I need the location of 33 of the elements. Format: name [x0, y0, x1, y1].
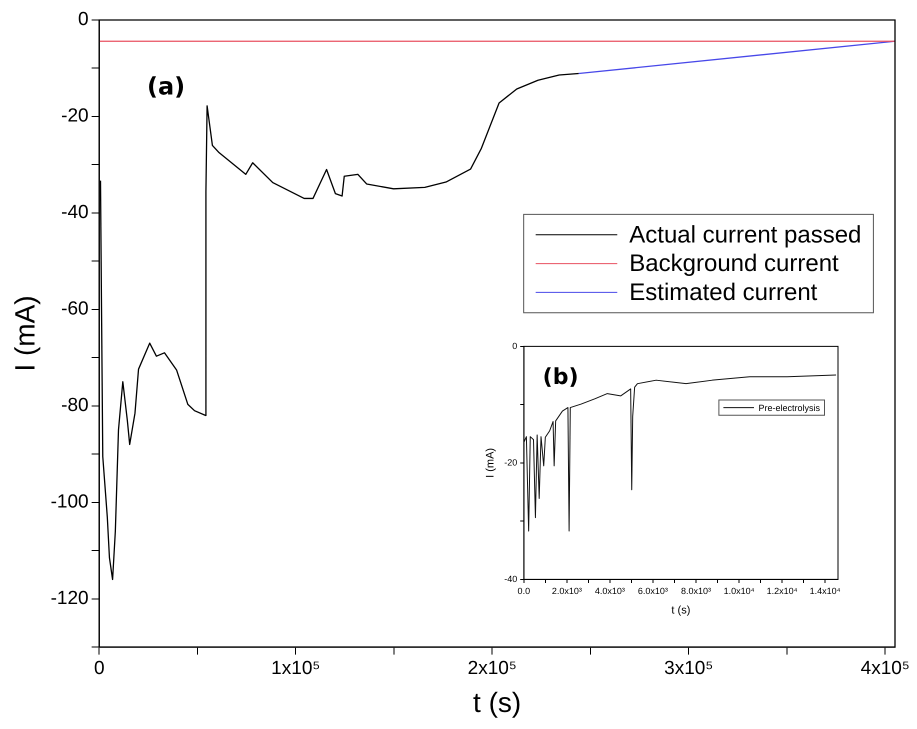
y-tick-label: 0 — [78, 9, 89, 30]
y-axis-title: I (mA) — [484, 448, 497, 478]
annotation: (a) — [146, 72, 186, 101]
y-tick-label: -40 — [504, 574, 518, 584]
x-tick-label: 1.0x10⁴ — [724, 586, 755, 596]
x-tick-label: 4.0x10³ — [594, 586, 625, 596]
legend-label: Actual current passed — [629, 221, 862, 248]
y-tick-label: 0 — [512, 340, 518, 351]
y-axis-title: I (mA) — [10, 295, 41, 372]
x-tick-label: 4x10⁵ — [860, 658, 910, 680]
y-tick-label: -20 — [61, 106, 89, 127]
x-tick-label: 0.0 — [518, 586, 530, 596]
y-tick-label: -120 — [50, 588, 89, 610]
x-tick-label: 0 — [94, 658, 105, 680]
y-tick-label: -80 — [61, 395, 89, 416]
legend-label: Pre-electrolysis — [758, 403, 820, 414]
x-tick-label: 3x10⁵ — [664, 658, 714, 680]
x-tick-label: 2.0x10³ — [552, 586, 582, 596]
annotation: (b) — [542, 365, 579, 390]
legend-label: Background current — [629, 250, 840, 278]
y-tick-label: -40 — [61, 202, 89, 224]
x-axis-title: t (s) — [473, 686, 522, 718]
y-tick-label: -60 — [61, 298, 89, 320]
legend-label: Estimated current — [629, 278, 818, 306]
x-tick-label: 1.2x10⁴ — [766, 586, 798, 596]
x-tick-label: 1x10⁵ — [271, 658, 320, 680]
y-tick-label: -100 — [50, 492, 89, 513]
y-tick-label: -20 — [504, 457, 518, 468]
x-axis-title: t (s) — [671, 604, 690, 616]
x-tick-label: 8.0x10³ — [680, 586, 711, 596]
x-tick-label: 2x10⁵ — [468, 658, 517, 680]
x-tick-label: 1.4x10⁴ — [810, 586, 841, 596]
x-tick-label: 6.0x10³ — [638, 586, 668, 596]
